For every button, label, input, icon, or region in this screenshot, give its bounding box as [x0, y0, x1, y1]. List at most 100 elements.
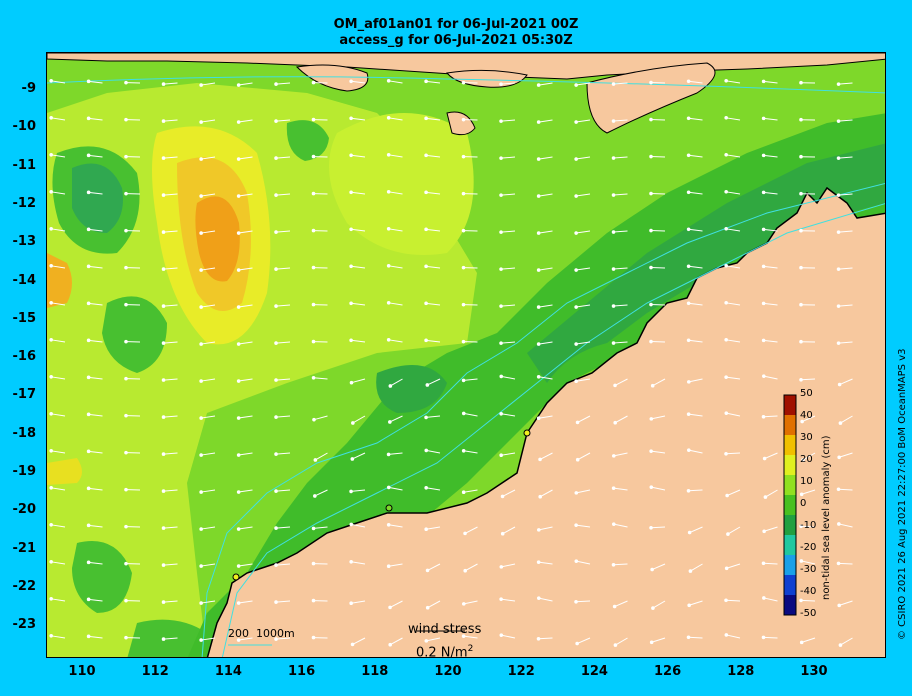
wind-arrow-head [424, 639, 429, 643]
wind-arrow [538, 561, 553, 565]
wind-arrow [463, 412, 478, 417]
wind-arrow-head [649, 640, 654, 645]
wind-arrow-head [49, 449, 53, 453]
colorbar [783, 394, 797, 616]
wind-arrow [839, 452, 853, 458]
wind-arrow [501, 304, 516, 307]
wind-arrow-head [574, 559, 579, 563]
wind-arrow [763, 80, 778, 84]
wind-arrow-head [799, 191, 803, 196]
wind-arrow-head [649, 228, 653, 233]
wind-arrow [276, 489, 291, 492]
wind-arrow-head [461, 634, 466, 638]
wind-arrow-head [575, 457, 580, 462]
wind-arrow-head [574, 231, 578, 235]
wind-arrow [538, 597, 553, 602]
wind-arrow [426, 228, 441, 232]
wind-arrow [613, 193, 628, 196]
wind-arrow [201, 304, 216, 308]
wind-arrow-head [236, 638, 241, 642]
wind-arrow [689, 600, 703, 606]
wind-arrow-head [836, 82, 841, 86]
wind-arrow [201, 193, 216, 197]
wind-arrow [201, 637, 216, 641]
wind-arrow [388, 80, 403, 84]
wind-arrow [163, 526, 178, 529]
depth-contour-legend: 200 1000m [228, 627, 295, 640]
wind-arrow-head [499, 597, 503, 601]
wind-arrow [726, 191, 741, 195]
wind-arrow-head [649, 191, 653, 196]
wind-arrow [51, 635, 66, 639]
wind-arrow [839, 378, 853, 386]
wind-arrow [351, 378, 366, 384]
wind-arrow [463, 378, 478, 381]
contour-1000m [201, 182, 885, 657]
wind-arrow-head [762, 456, 767, 461]
wind-arrow-head [574, 157, 578, 161]
x-tick-label: 128 [727, 664, 755, 679]
wind-arrow [801, 560, 816, 565]
wind-arrow [726, 412, 741, 417]
wind-arrow [613, 156, 628, 159]
wind-arrow [426, 415, 441, 418]
wind-scale-value: 0.2 N/m [416, 645, 468, 661]
wind-arrow [238, 230, 253, 234]
wind-arrow-head [311, 228, 316, 233]
wind-arrow-head [461, 411, 466, 416]
colorbar-tick-label: 10 [800, 476, 813, 487]
x-tick-label: 114 [214, 664, 242, 679]
colorbar-swatch [784, 435, 796, 456]
wind-arrow [726, 265, 741, 269]
land-island-1 [295, 64, 369, 92]
wind-arrow [763, 117, 778, 121]
wind-arrow-head [349, 153, 353, 158]
wind-arrow-head [274, 489, 278, 493]
wind-arrow [501, 230, 516, 233]
wind-arrow [501, 598, 516, 602]
wind-arrow-head [724, 411, 729, 415]
wind-arrow-head [724, 566, 729, 571]
wind-arrow-head [199, 157, 203, 161]
wind-arrow [801, 489, 816, 495]
wind-arrow-head [649, 302, 653, 307]
wind-arrow-head [424, 448, 429, 453]
wind-arrow [726, 634, 741, 639]
wind-arrow-head [499, 119, 503, 123]
wind-arrow [763, 375, 778, 380]
wind-arrow-head [611, 522, 616, 526]
wind-arrow [238, 637, 253, 641]
wind-arrow [614, 600, 628, 608]
wind-arrow-head [649, 154, 653, 159]
wind-arrow [51, 487, 66, 491]
wind-arrow-head [199, 379, 203, 383]
wind-arrow-head [799, 377, 803, 382]
wind-arrow [652, 600, 666, 609]
wind-arrow-head [161, 378, 166, 382]
wind-arrow-head [274, 378, 278, 382]
wind-arrow [688, 80, 703, 84]
wind-arrow-head [349, 559, 353, 564]
y-tick-label: -17 [12, 387, 37, 403]
wind-arrow [88, 524, 103, 528]
wind-arrow [688, 339, 703, 343]
wind-arrow [613, 487, 628, 491]
wind-arrow [464, 563, 478, 572]
wind-arrow [388, 302, 403, 306]
wind-arrow [51, 154, 66, 158]
wind-arrow [201, 341, 216, 345]
wind-arrow-head [649, 265, 653, 270]
wind-arrow-head [461, 80, 466, 85]
wind-arrow-head [161, 156, 166, 160]
colorbar-title: non-tidal sea level anomaly (cm) [821, 435, 832, 600]
wind-arrow-head [611, 341, 616, 345]
wind-arrow [276, 415, 291, 418]
wind-arrow [426, 487, 441, 491]
wind-arrow-head [612, 604, 617, 609]
wind-arrow-head [424, 338, 428, 343]
wind-arrow [539, 452, 553, 460]
wind-arrow [502, 526, 516, 535]
wind-arrows [49, 79, 853, 647]
wind-arrow-head [499, 82, 503, 86]
colorbar-tick-label: -50 [800, 608, 817, 619]
